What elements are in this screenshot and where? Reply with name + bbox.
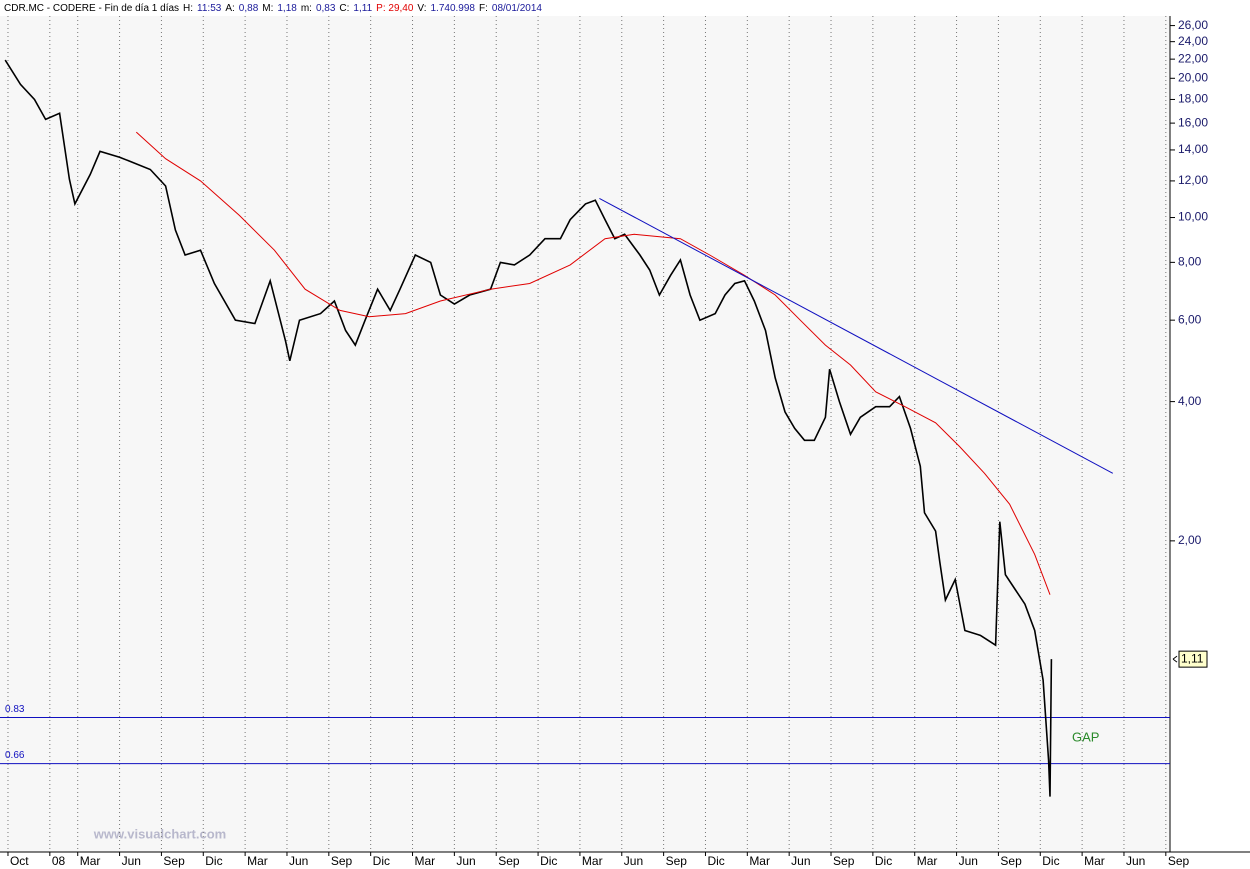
y-tick-label: 2,00 [1178, 533, 1202, 547]
y-tick-label: 26,00 [1178, 18, 1208, 32]
x-tick-label: Jun [289, 854, 308, 868]
header-field: CDR.MC - CODERE - Fin de día 1 días [4, 3, 179, 14]
x-tick-label: Sep [163, 854, 185, 868]
header-field: H: [183, 3, 193, 14]
header-field: 08/01/2014 [492, 3, 542, 14]
header-field: M: [262, 3, 273, 14]
y-tick-label: 14,00 [1178, 142, 1208, 156]
level-label: 0.66 [5, 750, 25, 761]
last-price-box [1178, 650, 1208, 668]
header-field: P: 29,40 [376, 3, 414, 14]
y-axis-panel [1170, 16, 1250, 869]
y-tick-label: 22,00 [1178, 51, 1208, 65]
watermark: www.visualchart.com [93, 826, 226, 841]
x-tick-label: Mar [749, 854, 770, 868]
x-tick-label: Dic [707, 854, 724, 868]
x-tick-label: Mar [80, 854, 101, 868]
x-tick-label: 08 [52, 854, 66, 868]
header-field: 1,11 [353, 3, 372, 14]
price-line [135, 131, 1051, 595]
x-tick-label: Mar [1084, 854, 1105, 868]
header-bar [0, 0, 1250, 16]
x-tick-label: Dic [540, 854, 557, 868]
header-field: F: [479, 3, 488, 14]
header-field: V: [417, 3, 426, 14]
header-field: 1,18 [277, 3, 297, 14]
x-tick-label: Mar [415, 854, 436, 868]
x-tick-label: Sep [833, 854, 855, 868]
y-tick-label: 24,00 [1178, 34, 1208, 48]
x-tick-label: Jun [1126, 854, 1145, 868]
x-tick-label: Sep [1168, 854, 1190, 868]
last-price-pointer [1172, 655, 1178, 663]
x-tick-label: Jun [959, 854, 978, 868]
header-field: C: [339, 3, 349, 14]
x-tick-label: Jun [624, 854, 643, 868]
last-price-label: 1,11 [1181, 651, 1204, 665]
y-tick-label: 8,00 [1178, 255, 1202, 269]
header-field: 0,83 [316, 3, 336, 14]
x-tick-label: Sep [666, 854, 688, 868]
x-tick-label: Dic [373, 854, 390, 868]
y-tick-label: 12,00 [1178, 173, 1208, 187]
y-tick-label: 4,00 [1178, 394, 1202, 408]
x-tick-label: Dic [1042, 854, 1059, 868]
x-tick-label: Jun [456, 854, 475, 868]
price-line [599, 197, 1114, 474]
x-tick-label: Mar [582, 854, 603, 868]
header-field: 0,88 [239, 3, 259, 14]
x-tick-label: Mar [917, 854, 938, 868]
y-tick-label: 20,00 [1178, 70, 1208, 84]
annotation: GAP [1072, 729, 1099, 744]
x-axis-panel [0, 852, 1250, 869]
y-tick-label: 10,00 [1178, 210, 1208, 224]
x-tick-label: Dic [205, 854, 222, 868]
x-tick-label: Dic [875, 854, 892, 868]
x-tick-label: Jun [791, 854, 810, 868]
header-field: m: [301, 3, 312, 14]
y-tick-label: 6,00 [1178, 312, 1202, 326]
x-tick-label: Oct [10, 854, 29, 868]
x-tick-label: Mar [247, 854, 268, 868]
y-tick-label: 18,00 [1178, 92, 1208, 106]
x-tick-label: Sep [498, 854, 520, 868]
header-field: A: [225, 3, 234, 14]
header: CDR.MC - CODERE - Fin de día 1 días H: 11:… [4, 3, 542, 14]
header-field: 1.740.998 [431, 3, 476, 14]
x-tick-label: Jun [122, 854, 141, 868]
x-tick-label: Sep [331, 854, 353, 868]
x-tick-label: Sep [1000, 854, 1022, 868]
y-tick-label: 16,00 [1178, 115, 1208, 129]
header-field: 11:53 [197, 3, 222, 14]
level-label: 0.83 [5, 704, 25, 715]
